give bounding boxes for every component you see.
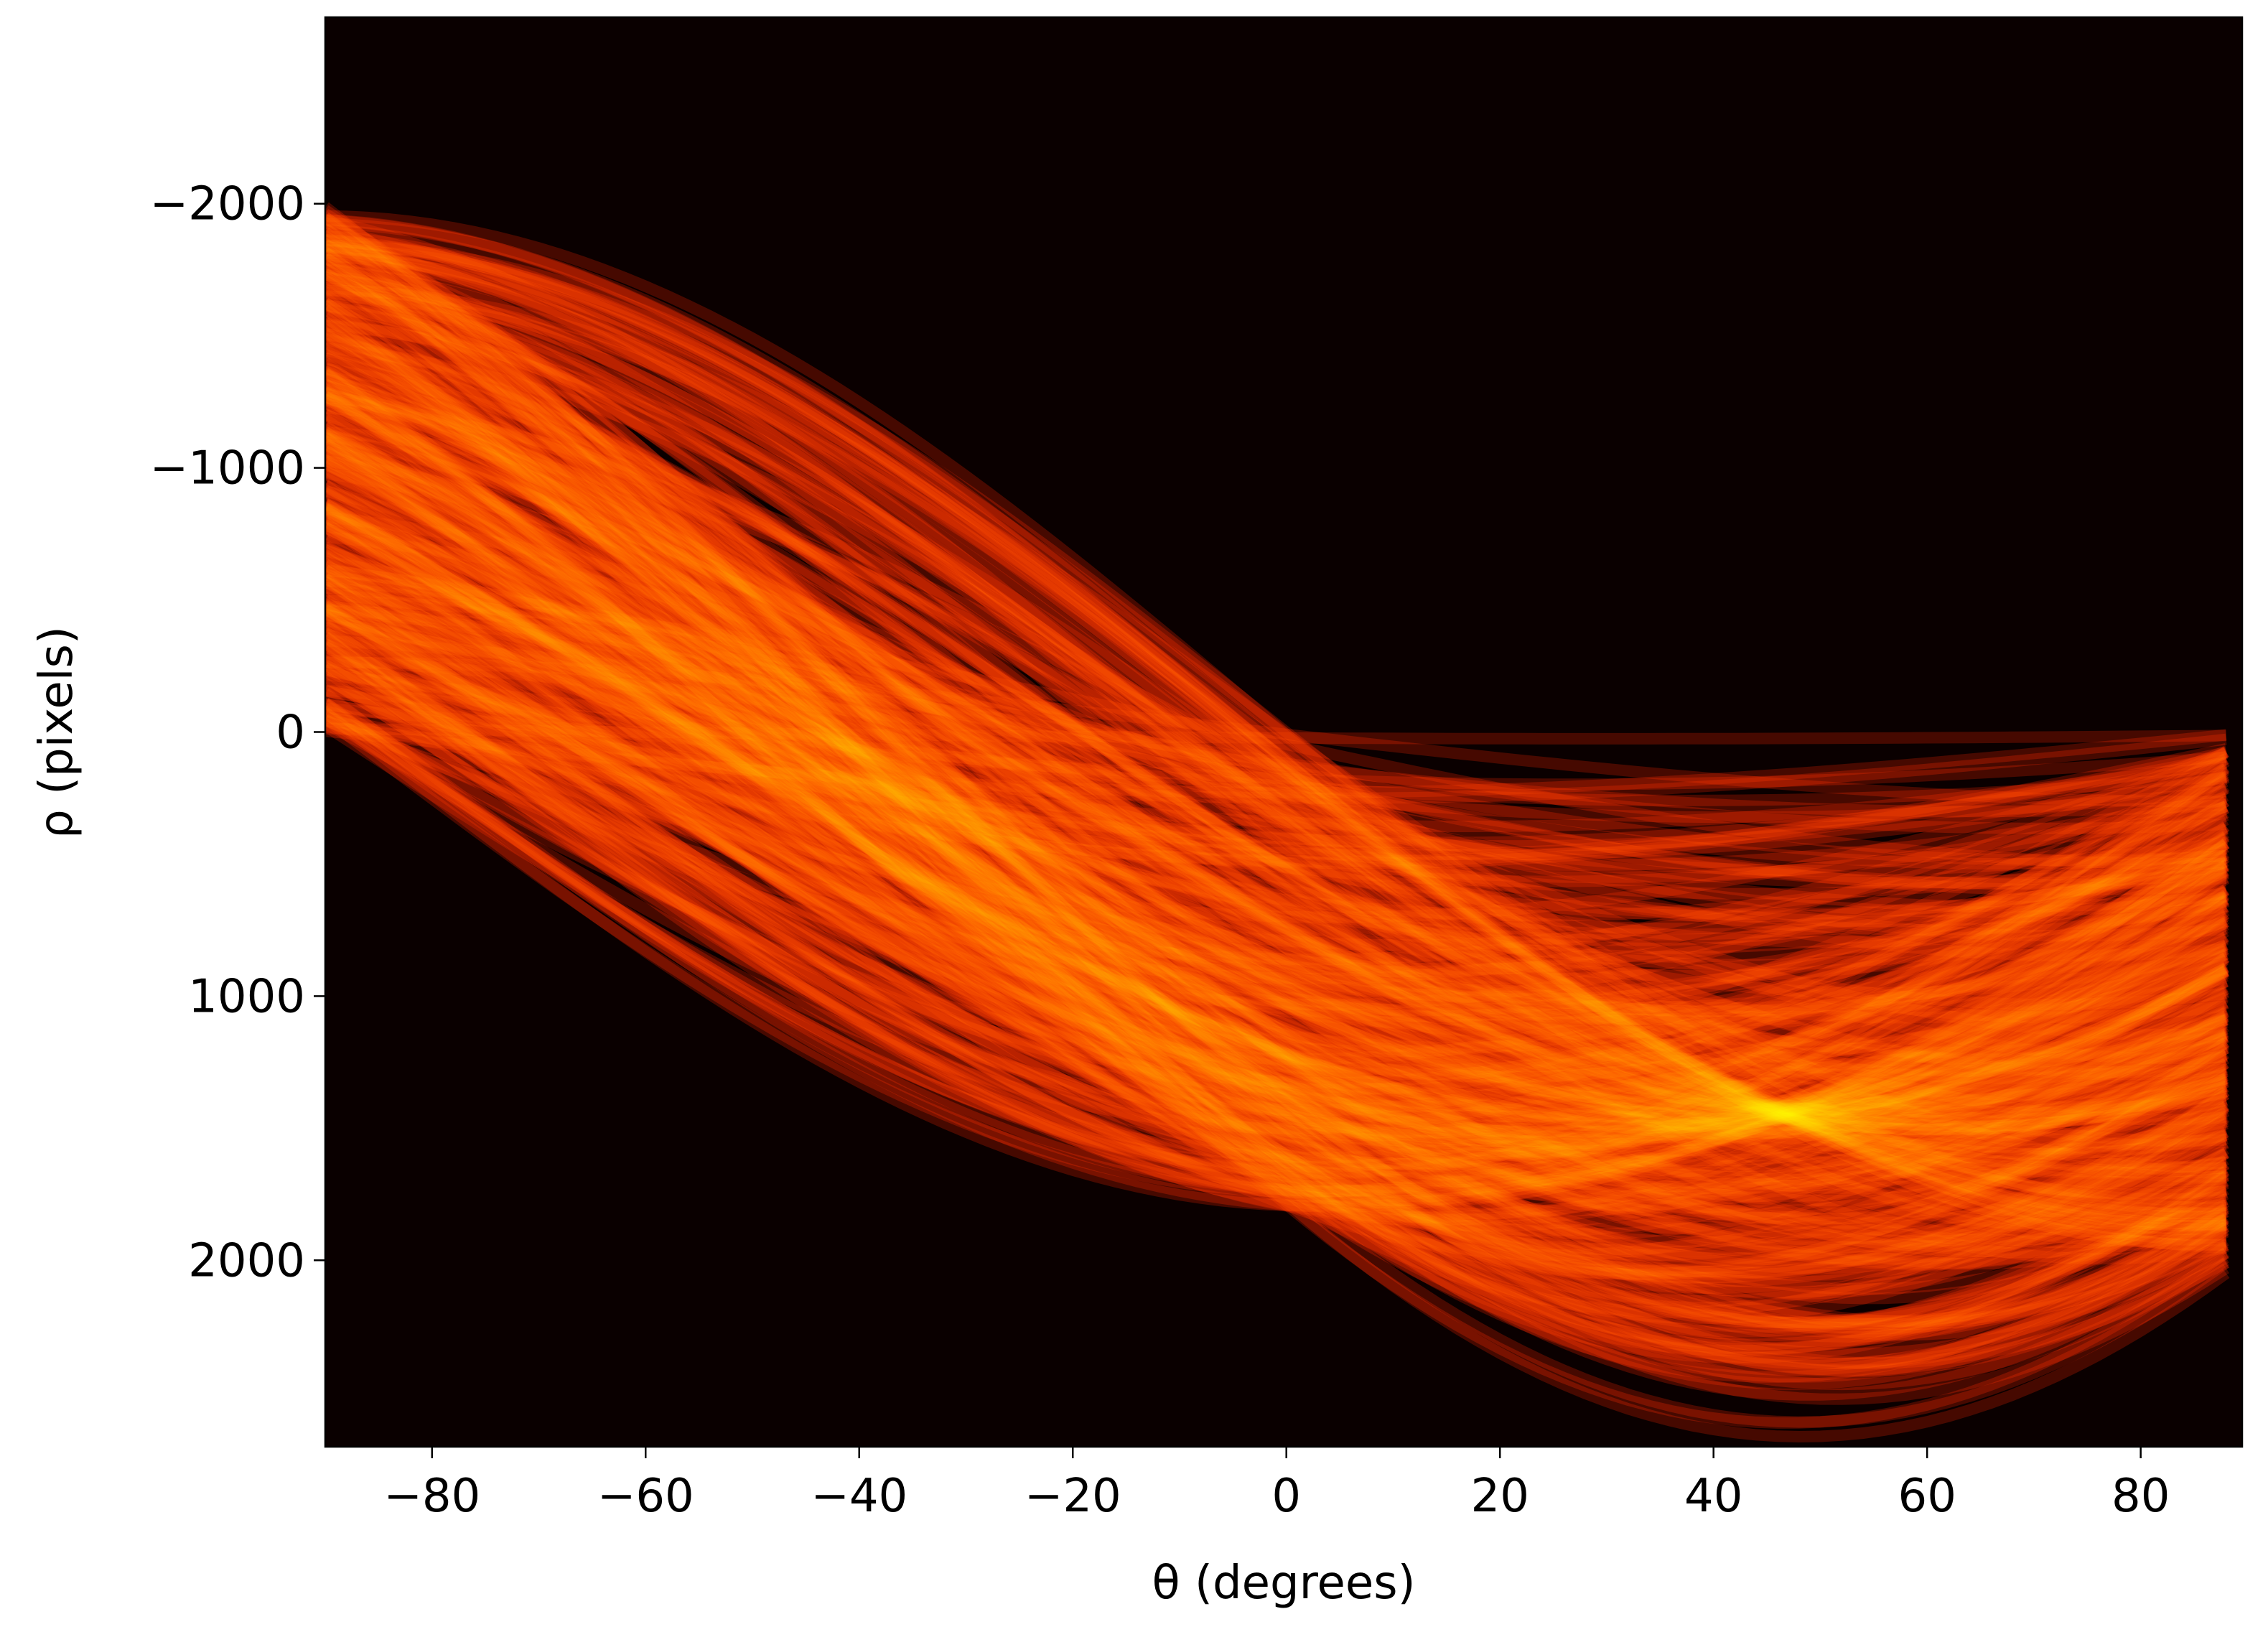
heatmap [325, 202, 2230, 1443]
heatmap-band [325, 595, 2230, 1181]
heatmap-band [325, 631, 2230, 1203]
y-tick-label: 0 [276, 707, 305, 760]
x-tick-label: −60 [597, 1470, 694, 1523]
heatmap-band [325, 533, 2229, 1137]
heatmap-band [325, 213, 2226, 1251]
heatmap-band [325, 299, 2227, 1179]
heatmap-band [325, 299, 2227, 1175]
x-tick-label: 40 [1684, 1470, 1742, 1523]
x-tick-label: 0 [1271, 1470, 1301, 1523]
y-axis-label: ρ (pixels) [30, 626, 83, 839]
y-tick-label: −2000 [150, 178, 306, 231]
y-tick-label: 1000 [188, 970, 305, 1023]
x-tick-label: 60 [1898, 1470, 1956, 1523]
heatmap-band [325, 488, 2229, 1125]
heatmap-band [325, 333, 2228, 1155]
x-axis-label: θ (degrees) [1152, 1557, 1415, 1610]
y-tick-label: 2000 [188, 1234, 305, 1287]
x-tick-label: −40 [811, 1470, 907, 1523]
heatmap-band [325, 707, 2230, 1212]
x-tick-label: −20 [1025, 1470, 1121, 1523]
heatmap-band [325, 233, 2226, 1232]
heatmap-band [325, 438, 2229, 1121]
x-tick-label: 20 [1470, 1470, 1529, 1523]
y-tick-label: −1000 [150, 442, 306, 495]
x-tick-label: 80 [2111, 1470, 2170, 1523]
heatmap-band [325, 363, 2228, 1139]
x-tick-label: −80 [383, 1470, 480, 1523]
